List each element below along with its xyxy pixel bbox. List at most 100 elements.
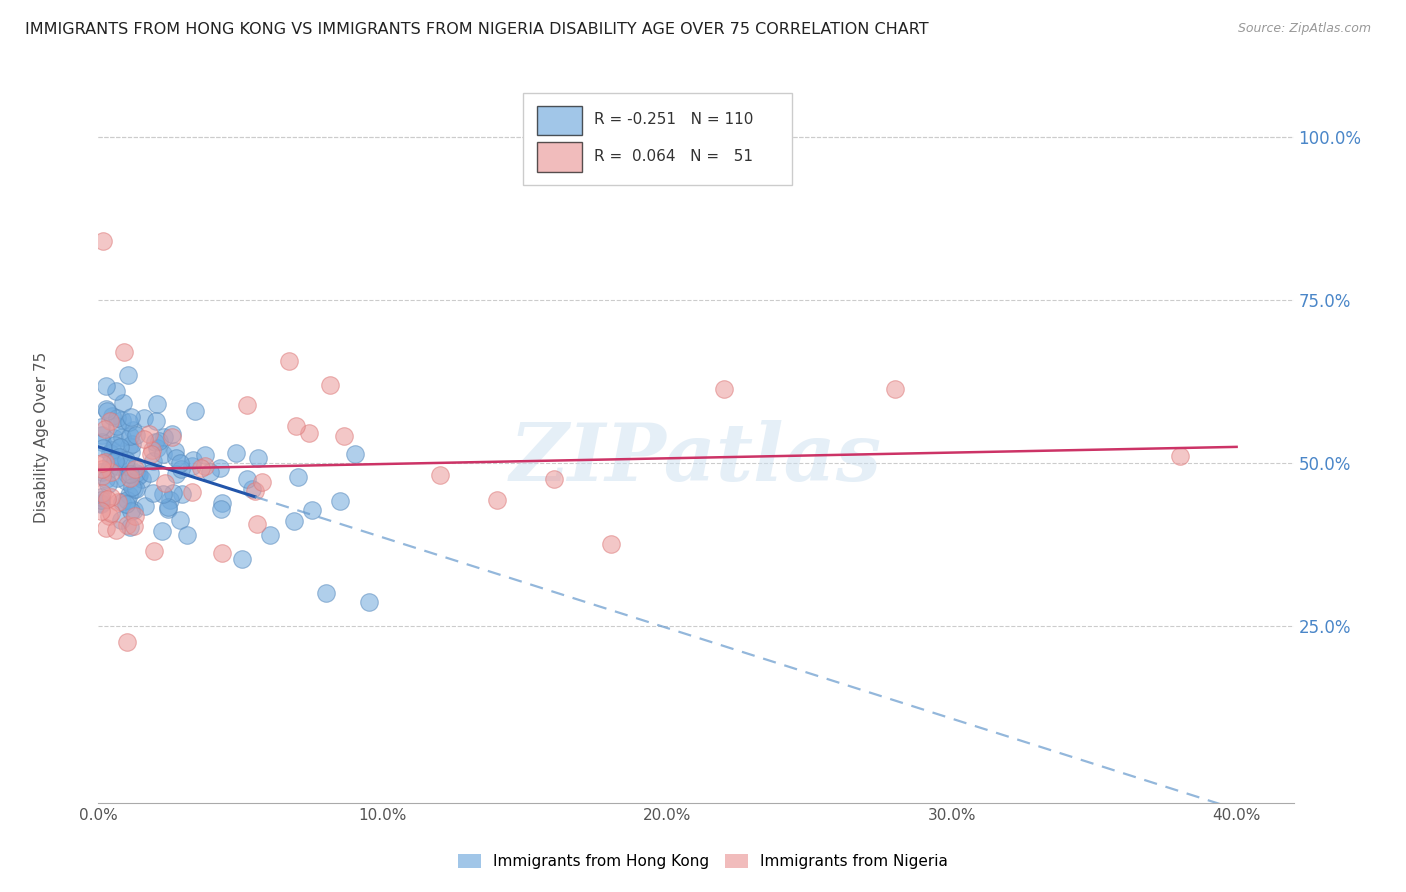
- Point: [236, 472, 259, 486]
- Point: [184, 404, 207, 418]
- Text: Disability Age Over 75: Disability Age Over 75: [34, 351, 49, 523]
- Point: [150, 524, 173, 539]
- Point: [145, 414, 167, 428]
- Point: [485, 492, 508, 507]
- Text: IMMIGRANTS FROM HONG KONG VS IMMIGRANTS FROM NIGERIA DISABILITY AGE OVER 75 CORR: IMMIGRANTS FROM HONG KONG VS IMMIGRANTS …: [25, 22, 929, 37]
- Point: [118, 520, 141, 534]
- Point: [128, 468, 150, 483]
- Point: [104, 524, 127, 538]
- Point: [599, 537, 621, 551]
- Point: [884, 382, 907, 396]
- Point: [315, 586, 337, 600]
- Point: [163, 444, 186, 458]
- Point: [115, 635, 138, 649]
- Point: [91, 427, 114, 442]
- FancyBboxPatch shape: [537, 106, 582, 135]
- Point: [429, 467, 451, 482]
- Point: [134, 411, 156, 425]
- Point: [120, 504, 142, 518]
- Point: [139, 466, 162, 480]
- Point: [98, 446, 121, 460]
- Point: [118, 439, 141, 453]
- Point: [107, 450, 129, 464]
- Point: [211, 545, 233, 559]
- Point: [111, 495, 134, 509]
- Point: [107, 494, 129, 508]
- Point: [155, 476, 177, 491]
- Point: [243, 484, 266, 499]
- Point: [176, 528, 198, 542]
- Text: R =  0.064   N =   51: R = 0.064 N = 51: [595, 150, 754, 164]
- Point: [90, 456, 112, 470]
- Point: [103, 431, 125, 445]
- Point: [236, 398, 259, 412]
- Point: [100, 454, 122, 468]
- Point: [181, 452, 204, 467]
- Point: [277, 354, 299, 368]
- Point: [142, 486, 165, 500]
- Point: [357, 594, 380, 608]
- Point: [105, 471, 128, 485]
- Point: [90, 435, 112, 450]
- Point: [90, 490, 112, 504]
- Point: [194, 448, 217, 462]
- Point: [145, 441, 167, 455]
- Point: [90, 420, 112, 434]
- Point: [181, 485, 204, 500]
- Point: [105, 411, 128, 425]
- Point: [134, 499, 156, 513]
- Point: [250, 475, 273, 489]
- Point: [107, 458, 129, 473]
- Point: [160, 430, 183, 444]
- Text: ZIPatlas: ZIPatlas: [510, 420, 882, 498]
- Point: [118, 488, 141, 502]
- Point: [125, 458, 148, 473]
- Point: [118, 471, 141, 485]
- Point: [96, 403, 118, 417]
- Point: [97, 508, 120, 523]
- Point: [90, 504, 112, 518]
- Point: [111, 412, 134, 426]
- Point: [211, 495, 233, 509]
- Point: [125, 482, 148, 496]
- Point: [105, 418, 128, 433]
- Point: [190, 461, 212, 475]
- Point: [138, 427, 160, 442]
- Point: [101, 443, 124, 458]
- Point: [121, 437, 143, 451]
- Point: [240, 482, 263, 496]
- Point: [94, 379, 117, 393]
- Point: [194, 459, 217, 474]
- Point: [141, 446, 163, 460]
- Point: [169, 456, 191, 470]
- Point: [117, 368, 139, 383]
- Point: [91, 234, 114, 248]
- Point: [122, 519, 145, 533]
- Point: [115, 458, 138, 473]
- Point: [200, 465, 222, 479]
- Text: Source: ZipAtlas.com: Source: ZipAtlas.com: [1237, 22, 1371, 36]
- Point: [543, 473, 565, 487]
- Point: [160, 426, 183, 441]
- Point: [162, 486, 184, 500]
- Point: [122, 423, 145, 437]
- Point: [96, 521, 118, 535]
- Point: [148, 434, 170, 449]
- Point: [108, 440, 131, 454]
- Point: [124, 462, 146, 476]
- Point: [169, 513, 191, 527]
- Point: [97, 476, 120, 491]
- Point: [180, 459, 202, 474]
- Point: [94, 472, 117, 486]
- Point: [91, 462, 114, 476]
- Point: [132, 432, 155, 446]
- Point: [122, 483, 145, 497]
- Point: [141, 442, 163, 457]
- Point: [208, 460, 231, 475]
- Point: [142, 543, 165, 558]
- Point: [125, 466, 148, 480]
- Point: [122, 503, 145, 517]
- Point: [104, 437, 127, 451]
- Point: [101, 409, 124, 423]
- Point: [713, 382, 735, 396]
